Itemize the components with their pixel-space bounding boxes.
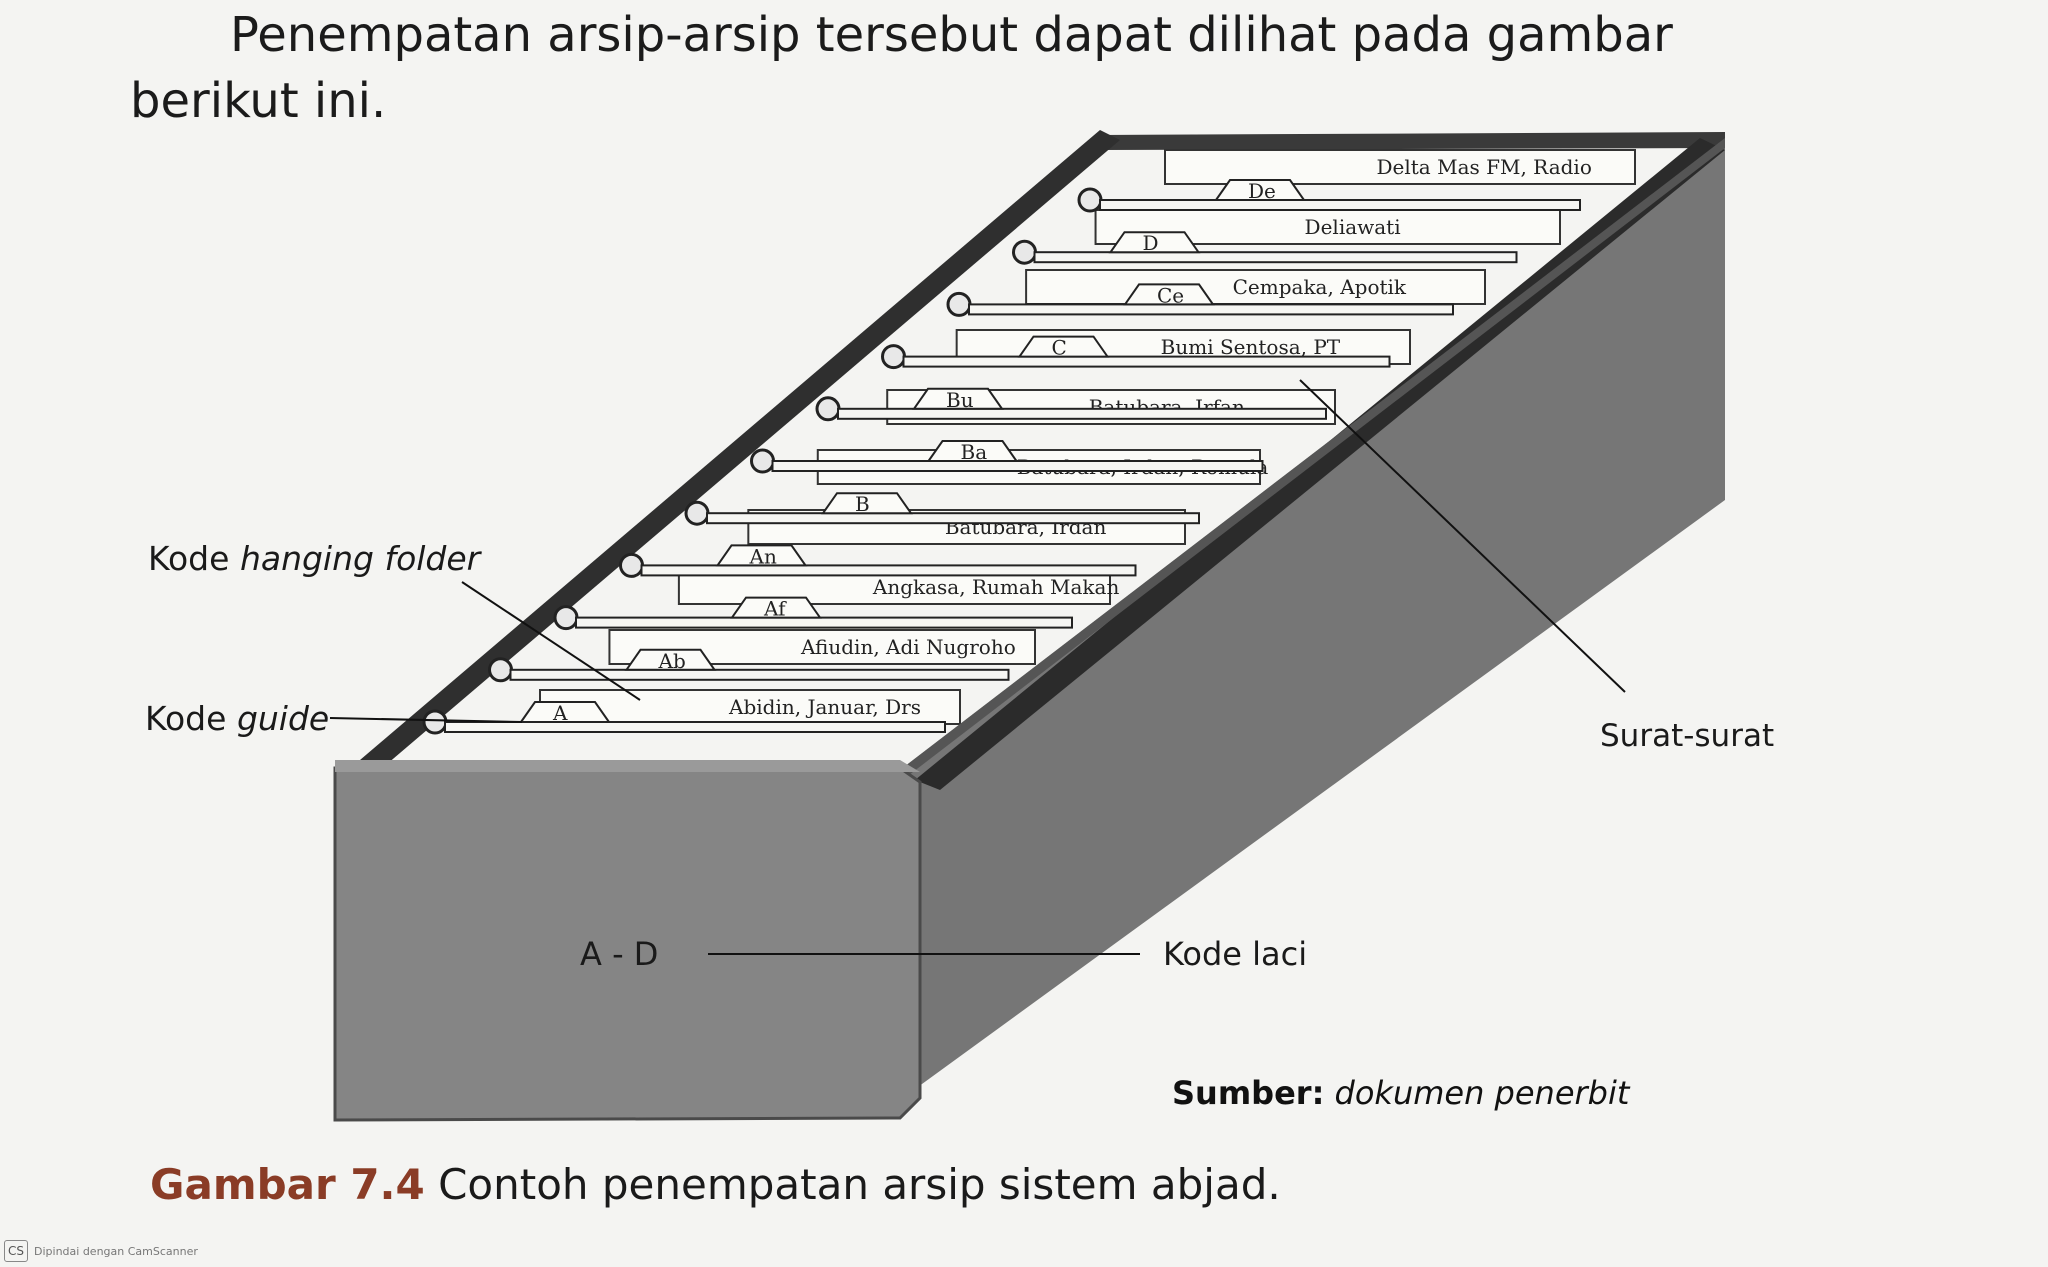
drawer-front-face: [900, 138, 1725, 782]
hanging-hook: [488, 657, 513, 683]
guide-tab-label: Ba: [961, 440, 988, 464]
guide-card: A: [422, 701, 946, 735]
folder-label: Angkasa, Rumah Makan: [872, 575, 1120, 599]
intro-text: Penempatan arsip-arsip tersebut dapat di…: [130, 7, 1673, 129]
surat-surat-leader: [1299, 379, 1626, 693]
guide-tab-label: D: [1143, 231, 1159, 255]
folder-sheet: [1025, 269, 1486, 305]
hanging-hook: [750, 448, 775, 474]
hanging-hook: [881, 344, 906, 370]
surat-surat-label: Surat-surat: [1600, 718, 1774, 754]
kode-laci-label: Kode laci: [1163, 935, 1307, 973]
guide-tab-label: An: [749, 544, 777, 568]
guide-card-body: [968, 303, 1454, 316]
guide-tab: [715, 544, 808, 567]
guide-card: Ba: [750, 440, 1264, 474]
guide-card-body: [771, 460, 1264, 472]
guide-card: B: [684, 492, 1200, 526]
guide-card: C: [881, 335, 1391, 370]
guide-tab-label: Ce: [1157, 283, 1184, 307]
guide-tab: [926, 440, 1019, 462]
guide-tab: [912, 387, 1004, 410]
drawer-code-label: A - D: [580, 935, 658, 973]
folder-sheet: [1164, 149, 1636, 185]
kode-guide-label: Kode guide: [145, 699, 329, 738]
hanging-hook: [422, 709, 448, 735]
guide-tabs-group: De D Ce C Bu Ba B An Af Ab A: [422, 179, 1581, 735]
guide-card: An: [619, 544, 1137, 578]
caption-text: Contoh penempatan arsip sistem abjad.: [438, 1160, 1281, 1209]
hanging-hook: [684, 500, 710, 526]
hanging-folder: Abidin, Januar, Drs: [539, 689, 961, 725]
guide-tab: [1108, 231, 1201, 254]
figure-source: Sumber: dokumen penerbit: [1172, 1074, 1629, 1112]
guide-card: Ce: [946, 283, 1454, 317]
drawer-side-panel: [900, 138, 1725, 1100]
folder-label: Cempaka, Apotik: [1233, 275, 1407, 299]
hanging-hook: [815, 396, 841, 422]
hanging-hook: [1012, 239, 1037, 265]
guide-tab-label: De: [1248, 179, 1276, 203]
guide-card-body: [1033, 251, 1518, 264]
guide-card-body: [706, 512, 1200, 525]
hanging-hook: [553, 605, 579, 631]
intro-paragraph: Penempatan arsip-arsip tersebut dapat di…: [130, 2, 1690, 134]
guide-card-body: [902, 355, 1391, 368]
guide-tab: [1017, 335, 1110, 358]
guide-tab-label: Af: [763, 597, 787, 621]
guide-tab: [624, 648, 717, 671]
folder-label: Afiudin, Adi Nugroho: [800, 635, 1016, 659]
guide-tab: [1123, 283, 1215, 306]
guide-card-body: [640, 564, 1137, 577]
drawer-left-rail: [360, 130, 1120, 770]
figure-caption: Gambar 7.4 Contoh penempatan arsip siste…: [150, 1160, 1281, 1209]
guide-tab: [730, 596, 822, 619]
guide-tab-label: Bu: [946, 388, 974, 412]
folder-label: Bumi Sentosa, PT: [1161, 335, 1341, 359]
camscanner-logo: CS: [4, 1240, 28, 1262]
guide-card-body: [444, 721, 946, 733]
guide-card: Ab: [488, 648, 1010, 683]
kode-hanging-folder-leader: [461, 581, 641, 701]
guide-tab: [821, 492, 913, 515]
guide-card: De: [1077, 179, 1581, 213]
drawer-back-panel: [1100, 132, 1725, 150]
caption-number: Gambar 7.4: [150, 1160, 425, 1209]
guide-tab: [519, 701, 611, 723]
folder-label: Deliawati: [1305, 215, 1401, 239]
scanner-watermark: CS Dipindai dengan CamScanner: [4, 1240, 198, 1262]
guide-tab-label: B: [855, 492, 870, 516]
hanging-hook: [619, 552, 644, 578]
drawer-front-top: [335, 760, 920, 772]
hanging-hook: [946, 291, 972, 317]
kode-hanging-folder-label: Kode hanging folder: [148, 539, 483, 578]
guide-card: Af: [553, 596, 1073, 631]
guide-card: Bu: [815, 387, 1327, 422]
guide-card-body: [509, 668, 1010, 681]
guide-tab: [1214, 179, 1306, 201]
hanging-folder: Delta Mas FM, Radio: [1164, 149, 1636, 185]
guide-card: D: [1012, 231, 1518, 265]
hanging-folder: Cempaka, Apotik: [1025, 269, 1486, 305]
guide-card-body: [575, 616, 1073, 629]
source-value: dokumen penerbit: [1334, 1074, 1630, 1112]
folder-label: Abidin, Januar, Drs: [728, 695, 921, 719]
guide-card-body: [837, 407, 1327, 420]
source-label: Sumber:: [1172, 1074, 1325, 1112]
guide-tab-label: A: [552, 701, 568, 725]
guide-tab-label: Ab: [658, 649, 686, 673]
guide-card-body: [1099, 199, 1581, 211]
guide-tab-label: C: [1052, 336, 1067, 360]
folder-label: Delta Mas FM, Radio: [1377, 155, 1592, 179]
hanging-hook: [1077, 187, 1103, 213]
kode-guide-leader: [329, 717, 523, 723]
scanner-watermark-text: Dipindai dengan CamScanner: [34, 1244, 198, 1258]
